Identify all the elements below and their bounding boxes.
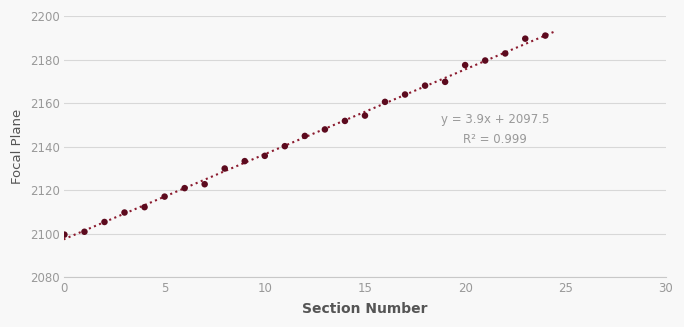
Point (440, 79, 451, 84)
Point (520, 36, 531, 41)
Point (259, 153, 270, 159)
Point (220, 166, 231, 171)
Point (300, 133, 311, 139)
Point (139, 205, 150, 210)
Point (119, 210, 130, 215)
Point (179, 185, 190, 191)
Point (339, 118, 350, 124)
Point (79, 229, 90, 234)
Point (500, 51, 511, 56)
Point (419, 83, 430, 88)
X-axis label: Section Number: Section Number (302, 302, 428, 316)
Point (460, 62, 471, 68)
Point (380, 99, 391, 105)
Point (279, 144, 290, 149)
Point (399, 92, 410, 97)
Text: y = 3.9x + 2097.5
R² = 0.999: y = 3.9x + 2097.5 R² = 0.999 (441, 113, 549, 146)
Point (319, 127, 330, 132)
Point (199, 181, 210, 187)
Point (99, 219, 110, 225)
Point (540, 33, 551, 38)
Point (239, 159, 250, 164)
Point (360, 113, 371, 118)
Y-axis label: Focal Plane: Focal Plane (11, 109, 24, 184)
Point (479, 58, 490, 63)
Point (59, 232, 70, 237)
Point (159, 194, 170, 199)
